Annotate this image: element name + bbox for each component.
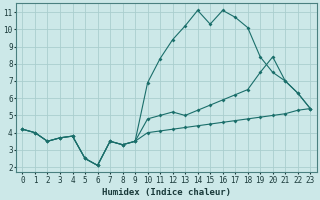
X-axis label: Humidex (Indice chaleur): Humidex (Indice chaleur) (102, 188, 231, 197)
